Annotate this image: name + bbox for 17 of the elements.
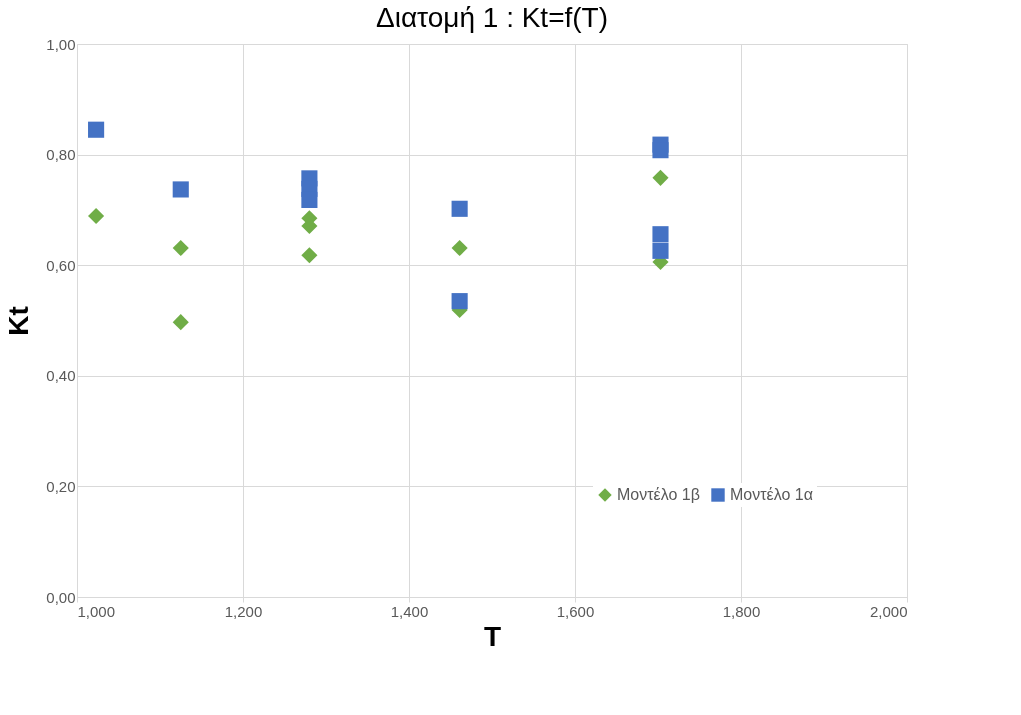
y-tick-label: 0,80 <box>46 146 76 164</box>
legend-label: Μοντέλο 1β <box>617 486 700 503</box>
x-tick-label: 1,000 <box>77 602 116 620</box>
x-axis-title: T <box>483 620 502 652</box>
x-tick-label: 1,200 <box>224 602 263 620</box>
x-tick-label: 1,400 <box>390 602 429 620</box>
x-tick-label: 1,600 <box>556 602 595 620</box>
x-tick-label: 1,800 <box>722 602 761 620</box>
y-tick-label: 0,60 <box>46 256 76 274</box>
y-tick-label: 0,20 <box>46 477 76 495</box>
chart-title: Διατομή 1 : Kt=f(T) <box>375 2 609 33</box>
x-tick-label: 2,000 <box>869 602 908 620</box>
y-tick-label: 1,00 <box>46 35 76 53</box>
y-tick-label: 0,40 <box>46 367 76 385</box>
y-tick-label: 0,00 <box>46 588 76 606</box>
y-axis-title: Kt <box>3 306 35 336</box>
legend-label: Μοντέλο 1α <box>730 486 813 503</box>
